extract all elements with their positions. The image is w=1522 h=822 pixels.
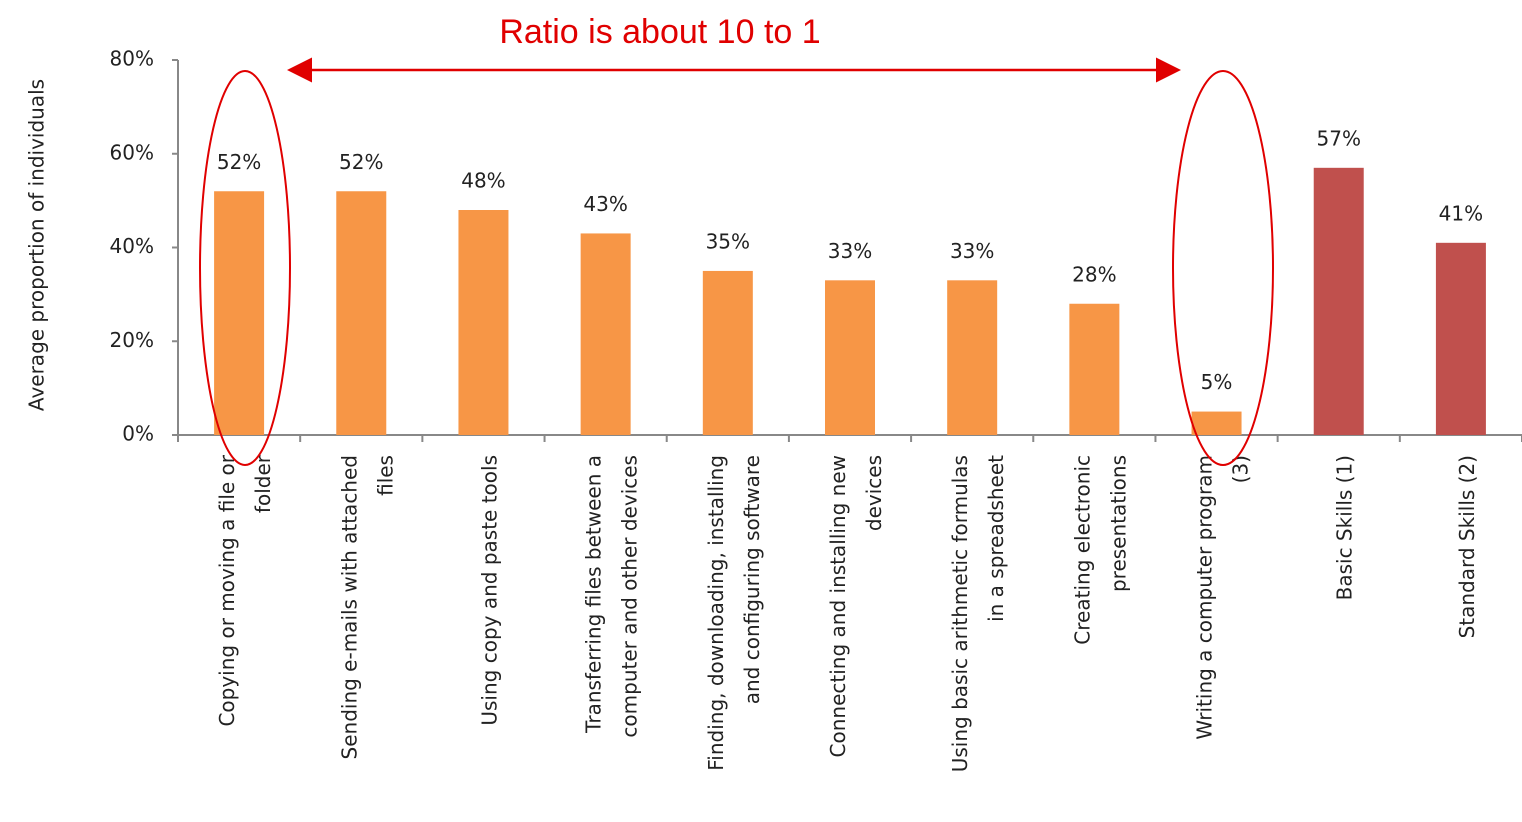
bar — [825, 280, 875, 435]
highlight-ellipse — [199, 70, 291, 466]
x-tick-label: Creating electronic presentations — [1070, 455, 1130, 645]
x-tick-label: Using basic arithmetic formulas in a spre… — [948, 455, 1008, 772]
x-tick-label: Copying or moving a file or folder — [215, 454, 275, 726]
x-tick-label: Using copy and paste tools — [477, 455, 501, 726]
x-tick-label: Finding, downloading, installing and conf… — [703, 455, 763, 771]
bar — [1435, 242, 1486, 435]
x-tick-label: Connecting and installing new devices — [826, 455, 886, 757]
bar — [214, 191, 265, 435]
data-label: 41% — [1439, 201, 1483, 225]
x-tick-label: Basic Skills (1) — [1332, 455, 1356, 600]
x-tick-label: Transferring files between a computer and… — [581, 455, 641, 738]
data-label: 48% — [461, 169, 505, 193]
y-tick-label: 60% — [110, 140, 154, 164]
x-tick-label: Standard Skills (2) — [1454, 455, 1478, 638]
annotation: Ratio is about 10 to 1 — [499, 13, 820, 51]
data-label: 33% — [828, 239, 872, 263]
y-tick-label: 40% — [110, 234, 154, 258]
data-label: 35% — [706, 229, 750, 253]
data-label: 43% — [583, 192, 627, 216]
data-label: 28% — [1072, 262, 1116, 286]
y-tick-label: 80% — [110, 47, 154, 71]
plot: 0% 20% 40% 60% 80% Copying or moving a file o… — [110, 47, 1522, 772]
x-tick-label: Writing a computer program (3) — [1192, 455, 1252, 740]
x-tick-label: Sending e-mails with attached files — [337, 455, 397, 759]
bar — [458, 210, 509, 435]
data-label: 57% — [1317, 126, 1361, 150]
data-label: 52% — [217, 150, 261, 174]
y-tick-label: 20% — [110, 328, 154, 352]
bar — [580, 233, 631, 435]
bar — [702, 270, 753, 435]
data-label: 5% — [1201, 370, 1233, 394]
bar — [1313, 167, 1364, 435]
y-axis-label: Average proportion of individuals — [25, 79, 49, 411]
data-label: 33% — [950, 239, 994, 263]
bar — [336, 191, 387, 435]
bar — [947, 280, 998, 435]
y-tick-label: 0% — [122, 422, 154, 446]
highlight-ellipse — [1172, 70, 1274, 466]
data-label: 52% — [339, 150, 383, 174]
bar — [1069, 303, 1120, 435]
bar — [1191, 411, 1242, 435]
